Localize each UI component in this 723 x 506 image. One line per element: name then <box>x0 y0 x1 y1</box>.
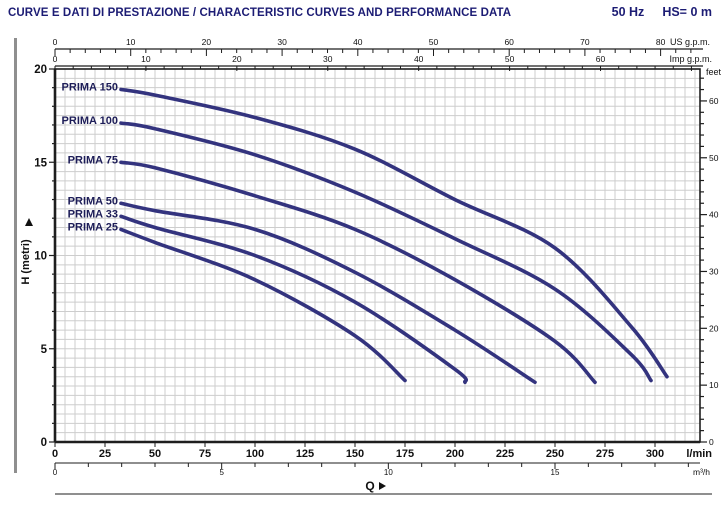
lmin-tick-label: 275 <box>596 448 614 460</box>
lmin-tick-label: 75 <box>199 448 211 460</box>
curve-label-prima-75: PRIMA 75 <box>68 154 118 166</box>
metres-tick-label: 20 <box>34 64 47 76</box>
frame-left-bar <box>14 38 17 473</box>
frequency-label: 50 Hz <box>611 5 645 19</box>
feet-tick-label: 30 <box>709 266 719 276</box>
suction-head-label: HS= 0 m <box>662 5 712 19</box>
imp-gpm-unit-label: Imp g.p.m. <box>669 54 712 64</box>
y-axis-title: H (metri) <box>20 239 32 285</box>
curve-prima-150 <box>119 87 669 379</box>
curve-prima-33 <box>119 214 469 385</box>
feet-tick-label: 50 <box>709 153 719 163</box>
us-gpm-tick-label: 30 <box>277 37 287 47</box>
metres-tick-label: 15 <box>34 157 47 169</box>
metres-tick-label: 5 <box>41 344 48 356</box>
curve-prima-25 <box>119 227 407 383</box>
m3h-tick-label: 5 <box>219 468 224 477</box>
curve-prima-75 <box>119 160 597 385</box>
curve-label-prima-33: PRIMA 33 <box>68 208 118 220</box>
curve-prima-100 <box>119 121 653 383</box>
header-conditions: 50 Hz HS= 0 m <box>612 5 712 19</box>
feet-tick-label: 60 <box>709 96 719 106</box>
curve-prima-50 <box>119 201 537 385</box>
header: CURVE E DATI DI PRESTAZIONE / CHARACTERI… <box>8 5 712 19</box>
metres-tick-label: 0 <box>41 437 47 449</box>
curve-label-prima-25: PRIMA 25 <box>68 221 118 233</box>
curve-label-prima-50: PRIMA 50 <box>68 195 118 207</box>
right-arrow-icon <box>379 482 386 490</box>
lmin-tick-label: 100 <box>246 448 264 460</box>
m3h-tick-label: 15 <box>551 468 560 477</box>
m3h-tick-label: 0 <box>53 468 58 477</box>
lmin-tick-label: 50 <box>149 448 161 460</box>
m3h-tick-label: 10 <box>384 468 393 477</box>
up-arrow-icon <box>25 218 33 226</box>
imp-gpm-tick-label: 0 <box>53 54 58 64</box>
imp-gpm-tick-label: 30 <box>323 54 333 64</box>
us-gpm-tick-label: 20 <box>202 37 212 47</box>
feet-tick-label: 10 <box>709 380 719 390</box>
imp-gpm-tick-label: 60 <box>596 54 606 64</box>
feet-tick-label: 40 <box>709 210 719 220</box>
us-gpm-tick-label: 0 <box>53 37 58 47</box>
feet-unit-label: feet <box>706 67 722 77</box>
curve-label-prima-100: PRIMA 100 <box>62 115 118 127</box>
lmin-tick-label: 250 <box>546 448 564 460</box>
imp-gpm-tick-label: 50 <box>505 54 515 64</box>
lmin-tick-label: 200 <box>446 448 464 460</box>
us-gpm-tick-label: 10 <box>126 37 136 47</box>
metres-tick-label: 10 <box>34 251 47 263</box>
imp-gpm-tick-label: 40 <box>414 54 424 64</box>
lmin-tick-label: 150 <box>346 448 364 460</box>
curve-label-prima-150: PRIMA 150 <box>62 82 118 94</box>
frame-bottom-line <box>55 493 712 495</box>
lmin-unit-label: l/min <box>686 448 712 460</box>
imp-gpm-tick-label: 10 <box>141 54 151 64</box>
lmin-tick-label: 25 <box>99 448 111 460</box>
m3h-unit-label: m³/h <box>693 467 710 477</box>
x-axis-title: Q <box>365 479 374 493</box>
lmin-tick-label: 300 <box>646 448 664 460</box>
us-gpm-tick-label: 40 <box>353 37 363 47</box>
imp-gpm-tick-label: 20 <box>232 54 242 64</box>
us-gpm-tick-label: 80 <box>656 37 666 47</box>
lmin-tick-label: 0 <box>52 448 58 460</box>
us-gpm-tick-label: 50 <box>429 37 439 47</box>
feet-tick-label: 20 <box>709 323 719 333</box>
page-title: CURVE E DATI DI PRESTAZIONE / CHARACTERI… <box>8 7 512 19</box>
feet-tick-label: 0 <box>709 437 714 447</box>
us-gpm-tick-label: 70 <box>580 37 590 47</box>
lmin-tick-label: 225 <box>496 448 514 460</box>
lmin-tick-label: 175 <box>396 448 414 460</box>
us-gpm-unit-label: US g.p.m. <box>670 37 710 47</box>
us-gpm-tick-label: 60 <box>504 37 514 47</box>
lmin-tick-label: 125 <box>296 448 314 460</box>
